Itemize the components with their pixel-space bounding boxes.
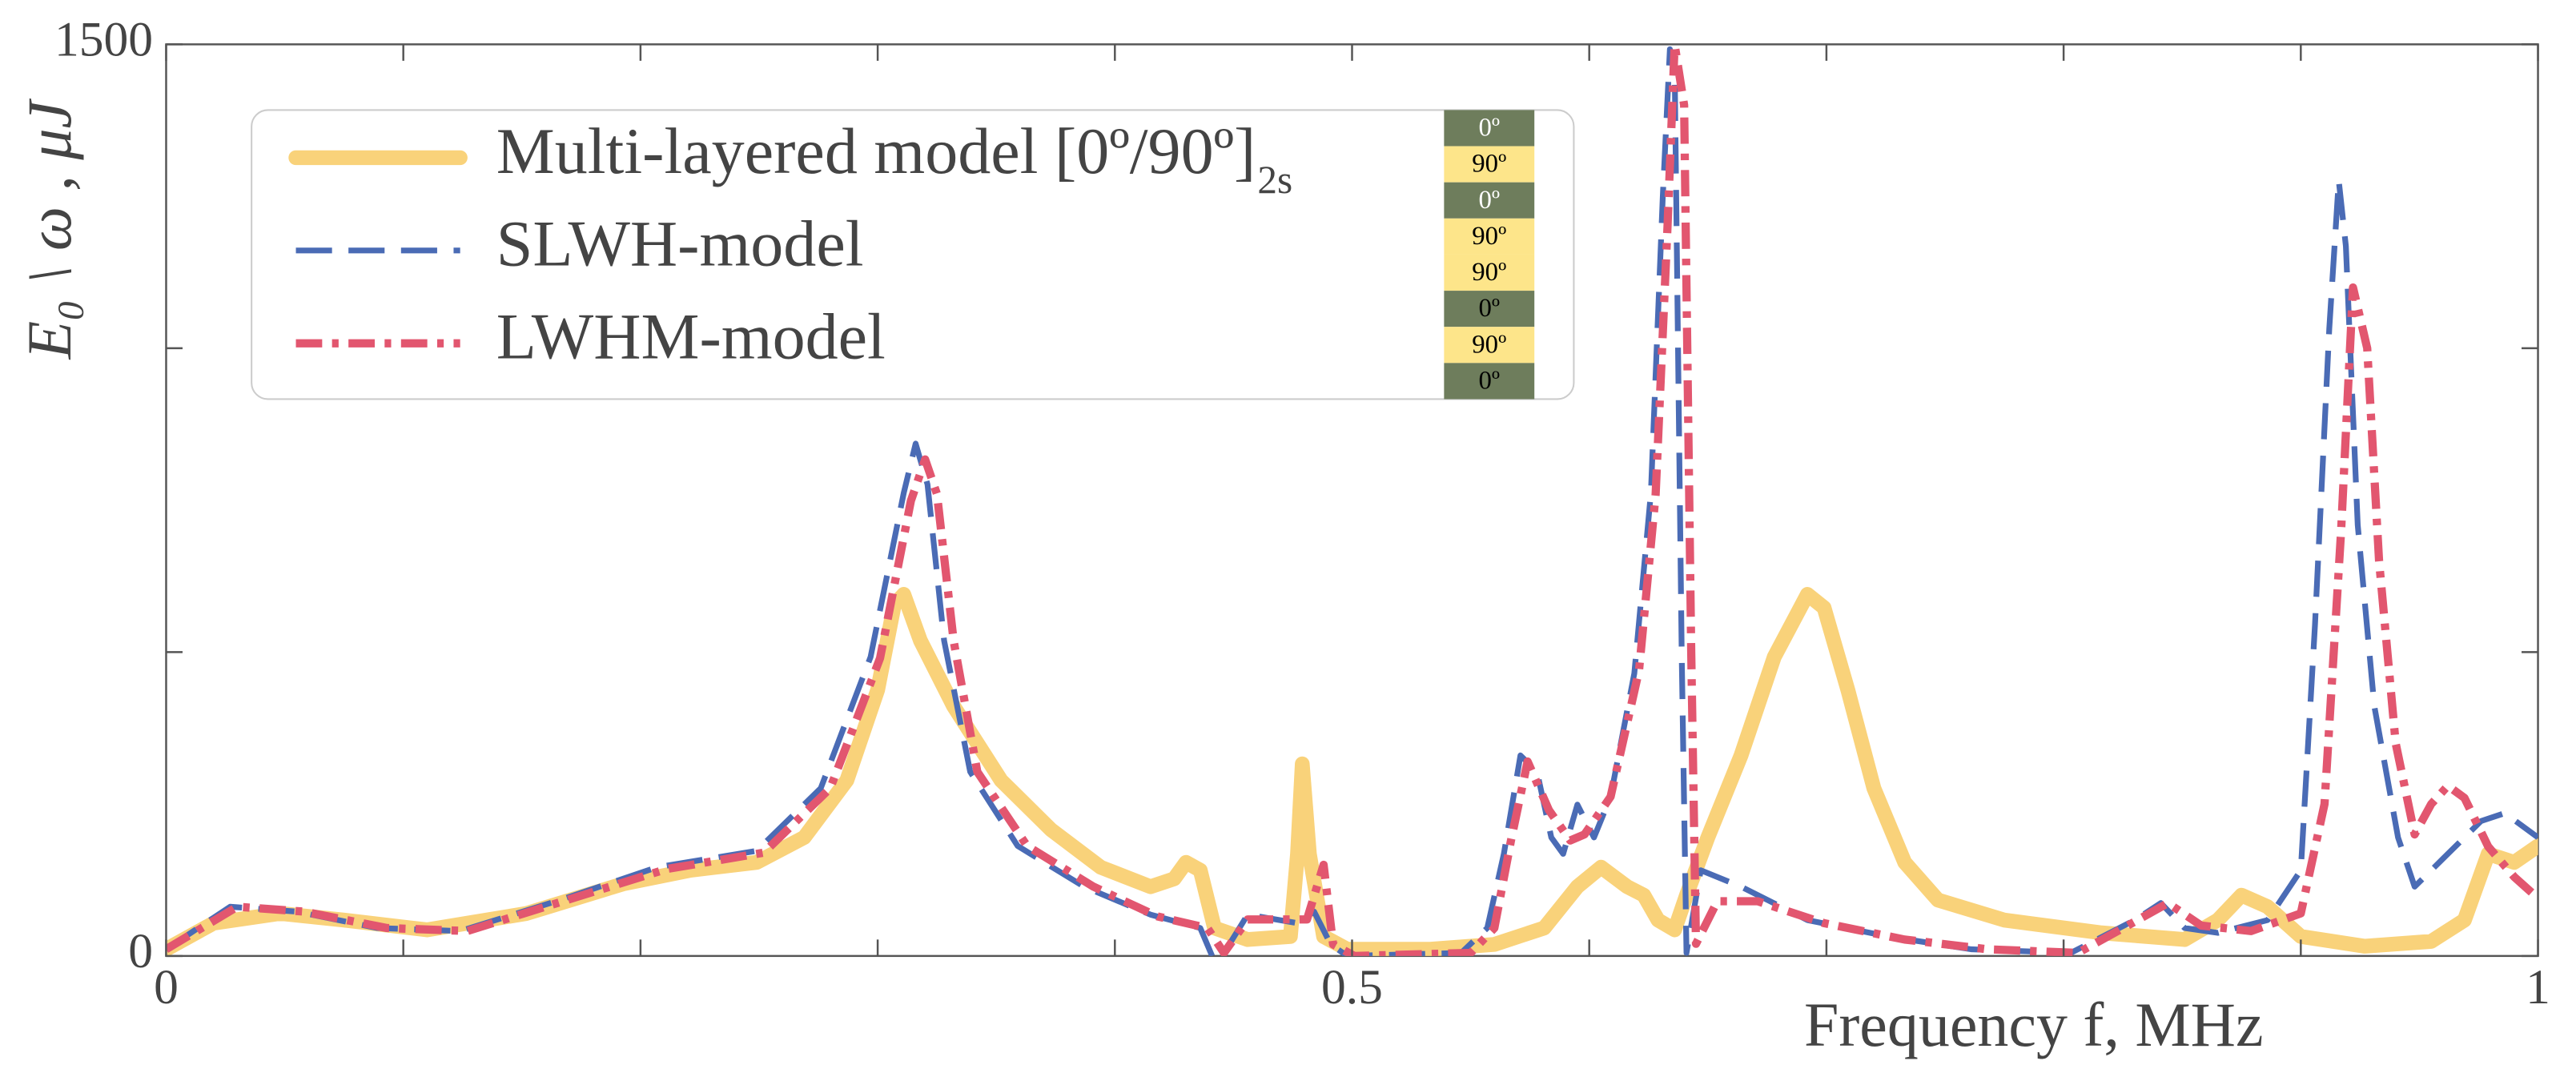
- x-tick-label: 0: [154, 960, 179, 1015]
- ply-label: 90º: [1472, 150, 1506, 179]
- legend-label: LWHM-model: [496, 300, 886, 373]
- ply-layer: [1444, 363, 1535, 400]
- x-tick-label: 0.5: [1321, 960, 1383, 1015]
- ply-layer: [1444, 182, 1535, 219]
- y-tick-label: 0: [128, 924, 153, 978]
- x-tick-label: 1: [2526, 960, 2550, 1015]
- y-tick-label: 1500: [54, 13, 153, 67]
- ply-layer: [1444, 254, 1535, 291]
- series-line: [166, 46, 2538, 956]
- ply-layer: [1444, 146, 1535, 183]
- legend-label-subscript: 2s: [1257, 158, 1292, 202]
- ply-layer: [1444, 327, 1535, 364]
- legend-label: SLWH-model: [496, 207, 864, 280]
- series-line: [166, 44, 2538, 956]
- ply-label: 0º: [1478, 186, 1500, 215]
- ply-label: 90º: [1472, 222, 1506, 251]
- plot-area: [166, 44, 2538, 956]
- ply-layer: [1444, 110, 1535, 147]
- ply-label: 0º: [1478, 294, 1500, 323]
- ply-label: 90º: [1472, 330, 1506, 359]
- series-line: [166, 587, 2538, 956]
- ply-label: 0º: [1478, 114, 1500, 143]
- ply-label: 0º: [1478, 366, 1500, 395]
- x-axis-label: Frequency f, MHz: [1804, 991, 2264, 1059]
- ply-layer: [1444, 218, 1535, 255]
- legend-box: [251, 109, 1575, 400]
- legend: Multi-layered model [0º/90º] 2s SLWH-model…: [251, 109, 1575, 400]
- legend-label: Multi-layered model [0º/90º]: [496, 115, 1256, 187]
- y-axis-label: E₀ \ ω , μJ: [15, 98, 84, 360]
- ply-label: 90º: [1472, 258, 1506, 287]
- ply-layer: [1444, 291, 1535, 328]
